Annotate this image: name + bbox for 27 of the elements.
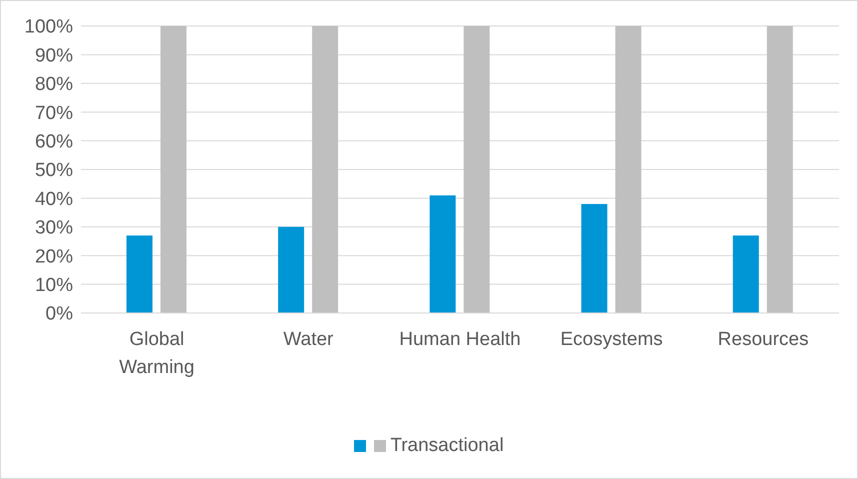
legend-label: Transactional (390, 435, 504, 457)
x-tick-label: Resources (718, 329, 809, 350)
bar (278, 226, 304, 313)
bar (464, 26, 490, 313)
x-tick-label: Global Warming (119, 329, 194, 378)
bar (430, 195, 456, 313)
x-tick-label: Water (283, 329, 334, 350)
x-tick-label: Human Health (399, 329, 521, 350)
y-tick-label: 20% (34, 246, 74, 268)
bar (732, 236, 759, 313)
y-tick-label: 10% (34, 275, 74, 296)
y-tick-label: 30% (34, 218, 74, 239)
bar (160, 26, 186, 313)
y-tick-label: 100% (24, 16, 74, 38)
y-tick-label: 0% (46, 304, 74, 325)
y-tick-label: 50% (34, 160, 74, 182)
y-tick-label: 60% (34, 132, 74, 153)
bar (766, 26, 793, 313)
y-tick-label: 40% (34, 188, 74, 210)
y-tick-label: 70% (34, 102, 74, 124)
bar (615, 26, 642, 313)
bar (581, 204, 608, 313)
x-tick-label: Ecosystems (560, 329, 663, 350)
y-tick-label: 90% (34, 45, 74, 66)
y-tick-label: 80% (34, 74, 74, 96)
bar (312, 26, 338, 313)
bar (126, 236, 152, 313)
